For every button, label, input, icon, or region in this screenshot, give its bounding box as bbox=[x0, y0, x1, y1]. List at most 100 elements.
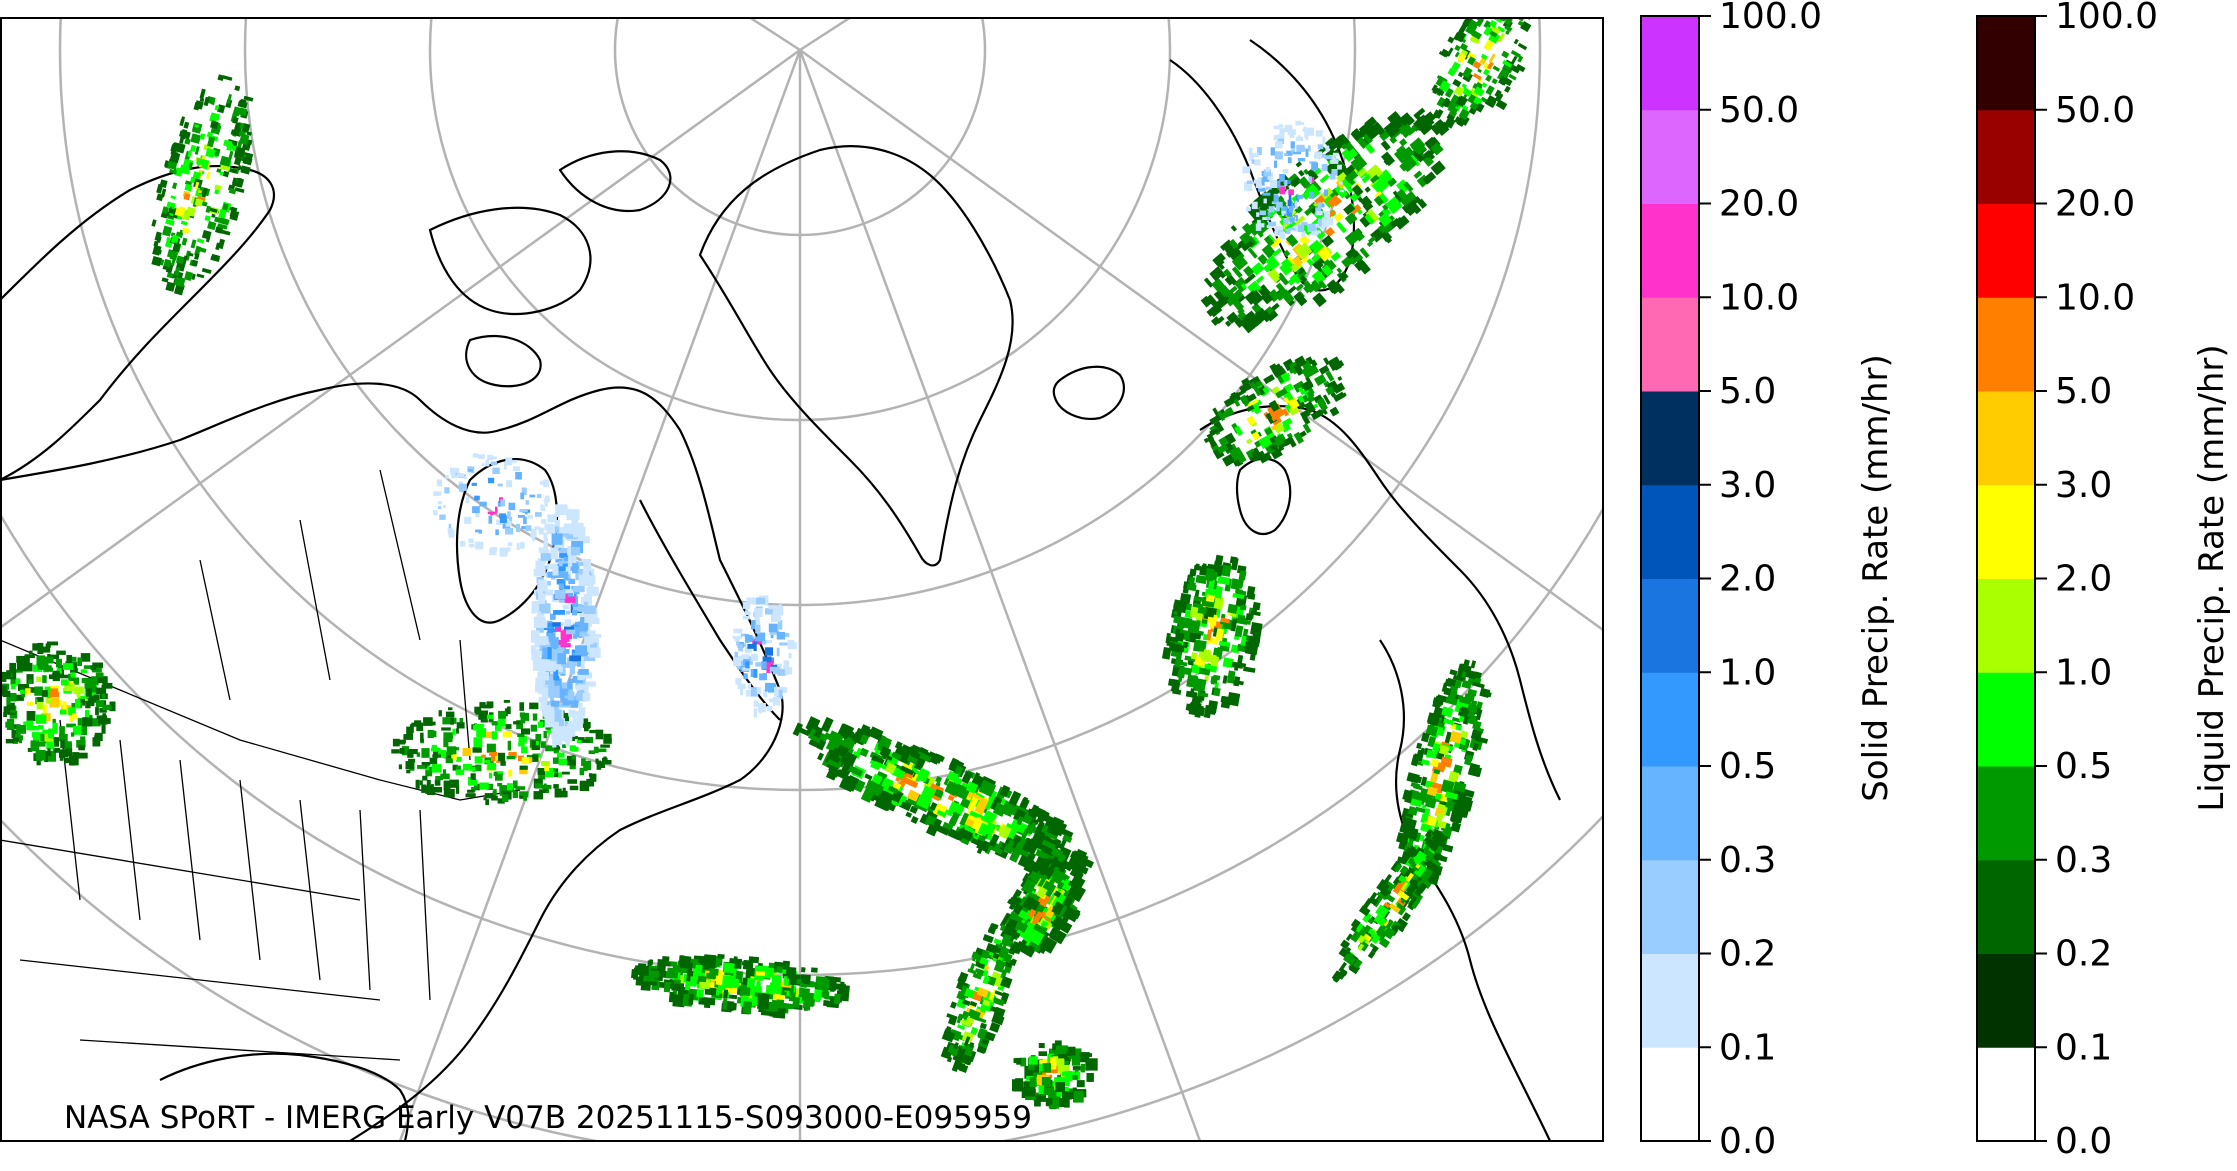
precip-cell bbox=[648, 970, 660, 979]
precip-cell bbox=[179, 135, 185, 144]
precip-cell bbox=[1000, 976, 1013, 989]
precip-cell bbox=[1348, 962, 1361, 975]
precip-cell bbox=[1399, 123, 1414, 139]
precip-cell bbox=[562, 629, 570, 639]
precip-cell bbox=[672, 964, 681, 973]
precip-cell bbox=[1325, 385, 1335, 396]
precip-cell bbox=[1032, 1067, 1043, 1079]
precip-cell bbox=[538, 593, 546, 604]
precip-cell bbox=[753, 708, 757, 718]
precip-cell bbox=[547, 632, 556, 639]
precip-cell bbox=[193, 102, 201, 111]
precip-cell bbox=[1502, 59, 1513, 69]
precip-cell bbox=[1277, 134, 1285, 139]
precip-cell bbox=[1049, 1048, 1060, 1053]
precip-cell bbox=[1161, 646, 1172, 660]
precip-cell bbox=[1436, 820, 1447, 829]
precip-cell bbox=[552, 566, 559, 576]
precip-cell bbox=[1042, 1063, 1051, 1073]
precip-cell bbox=[891, 751, 902, 761]
precip-cell bbox=[1258, 184, 1262, 189]
precip-cell bbox=[576, 690, 589, 701]
precip-cell bbox=[59, 749, 64, 758]
precip-cell bbox=[1395, 179, 1411, 194]
precip-cell bbox=[1430, 758, 1440, 768]
precip-cell bbox=[1340, 939, 1351, 950]
precip-cell bbox=[1172, 688, 1182, 695]
precip-cell bbox=[560, 703, 571, 708]
precip-cell bbox=[1066, 907, 1081, 920]
precip-cell bbox=[733, 628, 743, 634]
precip-cell bbox=[239, 133, 250, 146]
precip-cell bbox=[1335, 970, 1344, 978]
precip-cell bbox=[588, 773, 592, 777]
precip-cell bbox=[1321, 163, 1328, 171]
precip-cell bbox=[452, 728, 456, 736]
precip-cell bbox=[424, 765, 428, 769]
precip-cell bbox=[1064, 1078, 1070, 1087]
precip-cell bbox=[165, 218, 175, 226]
precip-cell bbox=[1362, 912, 1372, 923]
precip-cell bbox=[475, 709, 480, 715]
precip-cell bbox=[1353, 958, 1363, 969]
precip-cell bbox=[47, 748, 51, 753]
precip-cell bbox=[1389, 111, 1401, 123]
precip-cell bbox=[1303, 285, 1311, 294]
precip-cell bbox=[523, 793, 528, 801]
precip-cell bbox=[965, 781, 979, 794]
precip-cell bbox=[1420, 868, 1433, 882]
precip-cell bbox=[567, 691, 575, 701]
precip-cell bbox=[81, 678, 93, 684]
precip-cell bbox=[575, 685, 582, 690]
precip-cell bbox=[899, 747, 913, 764]
precip-cell bbox=[801, 992, 814, 1002]
precip-cell bbox=[172, 182, 178, 190]
precip-cell bbox=[26, 711, 36, 722]
precip-cell bbox=[97, 676, 108, 684]
precip-cell bbox=[1302, 128, 1310, 132]
precip-cell bbox=[556, 644, 565, 651]
precip-cell bbox=[1263, 198, 1267, 204]
liquid-colorbar-block bbox=[1977, 391, 2035, 486]
precip-cell bbox=[72, 752, 80, 758]
precip-cell bbox=[1263, 169, 1271, 177]
precip-cell bbox=[1457, 53, 1467, 64]
precip-cell bbox=[474, 756, 483, 764]
precip-cell bbox=[660, 961, 671, 967]
precip-cell bbox=[820, 716, 834, 733]
precip-cell bbox=[539, 604, 549, 612]
precip-cell bbox=[1210, 655, 1220, 667]
precip-cell bbox=[399, 740, 406, 744]
precip-cell bbox=[216, 168, 222, 173]
precip-cell bbox=[775, 663, 783, 670]
precip-cell bbox=[1002, 952, 1013, 964]
precip-cell bbox=[770, 634, 774, 639]
precip-cell bbox=[1392, 190, 1404, 203]
precip-cell bbox=[1499, 2, 1508, 10]
precip-cell bbox=[1376, 891, 1387, 901]
precip-cell bbox=[838, 984, 850, 993]
precip-cell bbox=[1491, 7, 1500, 15]
precip-cell bbox=[564, 626, 577, 631]
precip-cell bbox=[222, 170, 230, 178]
precip-cell bbox=[411, 722, 417, 727]
precip-cell bbox=[534, 783, 544, 789]
precip-cell bbox=[776, 966, 783, 973]
liquid-colorbar-tick-label: 1.0 bbox=[2055, 652, 2112, 693]
precip-cell bbox=[1272, 248, 1282, 257]
precip-cell bbox=[813, 729, 821, 738]
precip-cell bbox=[980, 1006, 987, 1013]
precip-cell bbox=[1315, 130, 1323, 137]
precip-cell bbox=[568, 728, 572, 739]
precip-cell bbox=[44, 667, 53, 672]
precip-cell bbox=[1407, 846, 1419, 857]
precip-cell bbox=[1383, 121, 1401, 138]
precip-cell bbox=[1275, 282, 1288, 296]
precip-cell bbox=[1267, 211, 1271, 216]
precip-cell bbox=[777, 620, 783, 630]
precip-cell bbox=[445, 788, 455, 798]
precip-cell bbox=[684, 980, 691, 991]
precip-cell bbox=[36, 676, 42, 682]
meridians bbox=[1, 18, 1603, 1141]
precip-cell bbox=[992, 952, 1000, 960]
